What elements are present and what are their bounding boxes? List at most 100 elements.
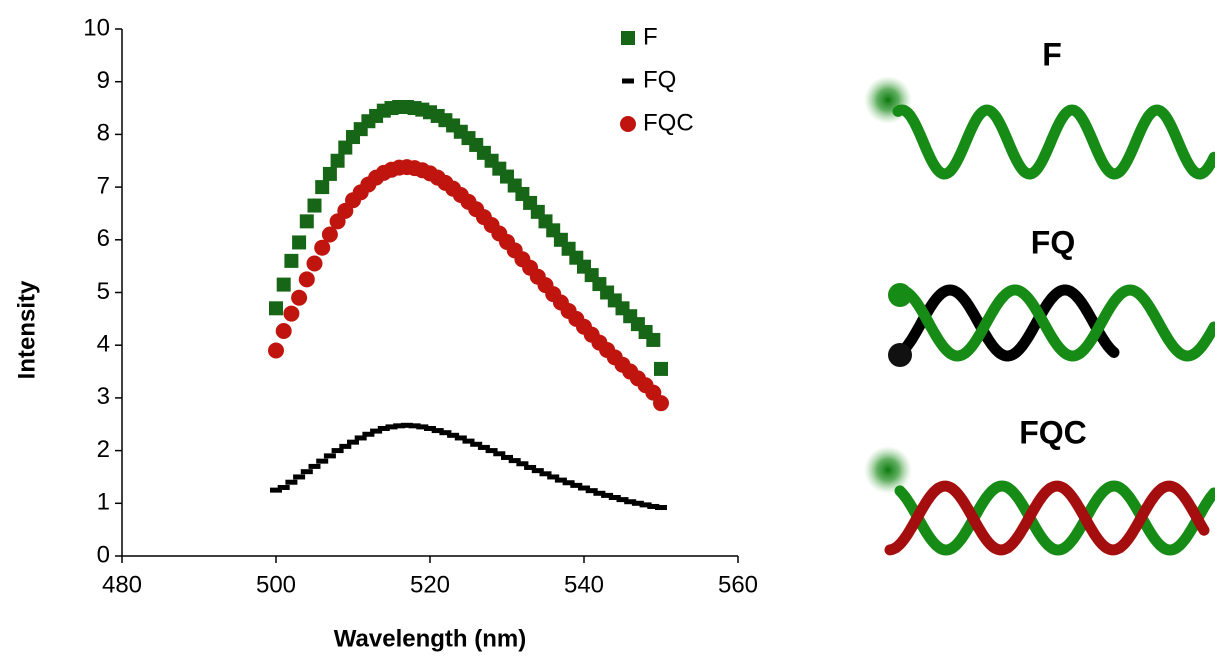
data-point <box>447 432 460 438</box>
x-tick-label: 560 <box>718 571 758 598</box>
data-point <box>314 239 331 256</box>
data-point <box>308 463 321 469</box>
diagram: F FQ FQC <box>864 36 1215 556</box>
y-tick-label: 0 <box>97 541 110 568</box>
legend-label: FQ <box>643 66 676 93</box>
data-point <box>578 485 590 491</box>
y-tick-label: 10 <box>83 14 110 41</box>
y-axis-title: Intensity <box>13 280 40 379</box>
data-point <box>416 424 429 430</box>
data-point <box>298 271 315 288</box>
data-point <box>354 435 367 441</box>
legend-marker <box>620 116 636 132</box>
y-tick-label: 5 <box>97 278 110 305</box>
legend-marker <box>622 78 634 84</box>
data-point <box>454 435 467 441</box>
fluorophore <box>888 283 912 307</box>
data-point <box>393 423 406 429</box>
data-point <box>362 431 375 437</box>
data-point <box>646 332 661 347</box>
data-point <box>493 451 506 457</box>
data-point <box>315 180 330 195</box>
data-point <box>323 453 336 459</box>
y-tick-label: 9 <box>97 67 110 94</box>
y-tick-label: 4 <box>97 331 110 358</box>
data-point <box>299 214 314 229</box>
strand <box>894 480 1215 556</box>
y-tick-label: 6 <box>97 225 110 252</box>
data-point <box>292 235 307 250</box>
data-point <box>624 499 637 505</box>
data-point <box>321 226 338 243</box>
y-tick-label: 1 <box>97 489 110 516</box>
data-point <box>593 490 606 496</box>
data-point <box>585 488 598 494</box>
strand <box>892 104 1215 180</box>
legend-label: F <box>643 23 658 50</box>
data-point <box>339 443 352 449</box>
diagram-label: FQ <box>1031 224 1075 260</box>
data-point <box>269 301 283 316</box>
y-tick-label: 2 <box>97 436 110 463</box>
data-point <box>470 441 483 447</box>
data-point <box>270 487 282 493</box>
data-point <box>539 471 552 477</box>
legend-marker <box>621 31 635 45</box>
data-point <box>485 448 498 454</box>
data-point <box>501 454 513 460</box>
data-point <box>431 428 444 434</box>
data-point <box>616 497 629 503</box>
data-point <box>570 482 583 488</box>
data-point <box>347 439 359 445</box>
data-point <box>300 469 313 475</box>
data-point <box>285 479 298 485</box>
data-point <box>601 492 614 498</box>
strand <box>884 480 1210 556</box>
x-tick-label: 480 <box>102 571 142 598</box>
data-point <box>462 438 475 444</box>
data-point <box>547 474 560 480</box>
data-point <box>608 495 621 501</box>
y-tick-label: 7 <box>97 172 110 199</box>
strand <box>894 284 1215 362</box>
x-tick-label: 500 <box>256 571 296 598</box>
data-point <box>385 424 398 430</box>
data-point <box>524 464 537 470</box>
data-point <box>316 458 329 464</box>
data-point <box>306 255 323 272</box>
data-point <box>277 484 290 490</box>
data-point <box>268 342 284 359</box>
x-tick-label: 520 <box>410 571 450 598</box>
data-point <box>370 428 383 434</box>
data-point <box>377 425 390 431</box>
fluorophore-glow <box>864 446 912 494</box>
data-point <box>508 458 521 464</box>
data-point <box>424 425 436 431</box>
data-point <box>477 444 490 450</box>
diagram-label: FQC <box>1019 414 1087 450</box>
data-point <box>647 503 660 509</box>
data-point <box>408 423 421 429</box>
data-point <box>322 166 337 181</box>
legend-label: FQC <box>643 109 694 136</box>
data-point <box>330 153 345 168</box>
data-point <box>655 505 667 511</box>
data-point <box>338 140 353 155</box>
data-point <box>293 474 306 480</box>
data-point <box>562 480 575 486</box>
data-point <box>291 289 308 306</box>
x-axis-title: Wavelength (nm) <box>334 625 526 652</box>
data-point <box>275 322 292 339</box>
data-point <box>283 305 300 322</box>
y-tick-label: 3 <box>97 383 110 410</box>
y-tick-label: 8 <box>97 120 110 147</box>
data-point <box>276 277 291 292</box>
data-point <box>284 253 299 268</box>
data-point <box>654 361 668 376</box>
data-point <box>639 502 652 508</box>
data-point <box>631 500 644 506</box>
data-point <box>439 430 452 436</box>
data-point <box>516 461 529 467</box>
